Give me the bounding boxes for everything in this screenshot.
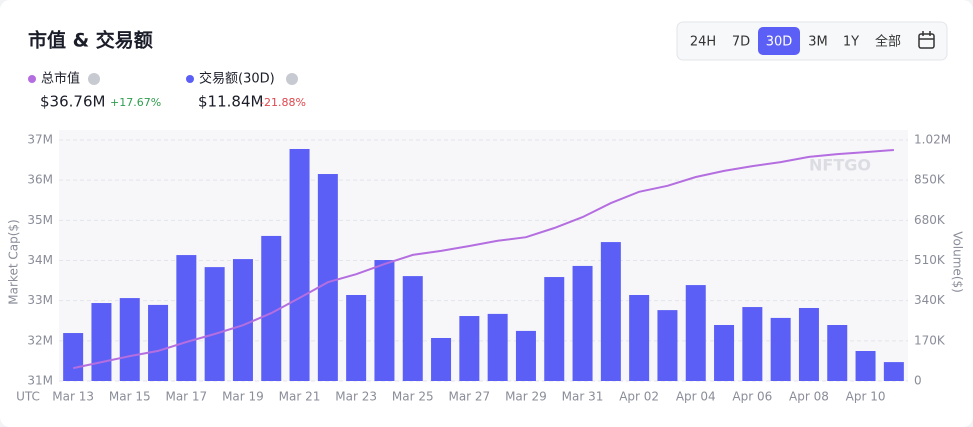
bar [91, 303, 112, 381]
y-tick-label: 32M [27, 333, 53, 347]
bar [261, 235, 282, 381]
bar [176, 255, 197, 381]
bar [827, 325, 848, 381]
bar [515, 330, 536, 381]
x-tick-label: Apr 02 [619, 390, 659, 404]
y2-tick-label: 0 [914, 374, 922, 388]
bar [402, 276, 423, 381]
range-button[interactable]: 30D [766, 35, 793, 50]
y-tick-label: 31M [27, 374, 53, 388]
stat-change: +17.67% [110, 96, 161, 109]
bar [487, 313, 508, 381]
plot-background [59, 130, 908, 381]
y-tick-label: 35M [27, 213, 53, 227]
y2-tick-label: 170K [914, 333, 946, 347]
bar [431, 337, 452, 381]
bar [572, 265, 593, 381]
chart-title: 市值 & 交易额 [28, 29, 153, 52]
bar [459, 316, 480, 381]
y2-tick-label: 850K [914, 173, 946, 187]
info-icon [88, 73, 100, 85]
range-button[interactable]: 1Y [843, 35, 859, 50]
range-active-bg [758, 27, 800, 55]
bar [346, 294, 367, 381]
x-tick-label: Mar 23 [335, 390, 377, 404]
bar [742, 307, 763, 381]
bar [770, 317, 791, 381]
range-button[interactable]: 7D [732, 35, 750, 50]
legend-entry: 总市值 [41, 71, 80, 87]
bar [544, 277, 565, 381]
y2-tick-label: 680K [914, 213, 946, 227]
bar [855, 350, 876, 381]
x-tick-label: Mar 31 [562, 390, 604, 404]
y-tick-label: 36M [27, 173, 53, 187]
range-button[interactable]: 24H [690, 35, 716, 50]
y-tick-label: 34M [27, 253, 53, 267]
x-tick-label: Apr 06 [732, 390, 772, 404]
x-tick-label: Mar 21 [279, 390, 321, 404]
bar [148, 304, 169, 381]
range-selector [676, 21, 948, 61]
bar [119, 298, 140, 381]
x-tick-label: Mar 25 [392, 390, 434, 404]
y-tick-label: 33M [27, 293, 53, 307]
stat-change: -21.88% [260, 96, 306, 109]
bar [629, 294, 650, 381]
y2-tick-label: 1.02M [914, 133, 951, 147]
info-icon [286, 73, 298, 85]
bar [63, 333, 84, 381]
y2-axis-title: Volume($) [951, 231, 965, 293]
legend-entry: 交易额(30D) [199, 71, 275, 87]
x-tick-label: Mar 13 [52, 390, 94, 404]
bar [374, 260, 395, 381]
legend-dot [186, 75, 194, 83]
x-tick-label: Apr 08 [789, 390, 829, 404]
bar [600, 242, 621, 381]
x-tick-label: Mar 19 [222, 390, 264, 404]
range-button[interactable]: 3M [808, 35, 828, 50]
watermark: NFTGO [809, 156, 871, 175]
stat-value: $11.84M [198, 93, 263, 111]
y-tick-label: 37M [27, 133, 53, 147]
stat-value: $36.76M [40, 93, 105, 111]
range-button[interactable]: 全部 [875, 34, 901, 50]
y-axis-title: Market Cap($) [7, 219, 21, 304]
x-tick-label: Apr 10 [846, 390, 886, 404]
x-tick-label: Mar 27 [448, 390, 490, 404]
y2-tick-label: 340K [914, 293, 946, 307]
x-axis-prefix: UTC [16, 390, 40, 404]
x-tick-label: Mar 29 [505, 390, 547, 404]
bar [883, 362, 904, 381]
bar [685, 285, 706, 381]
bar [657, 310, 678, 381]
legend-dot [28, 75, 36, 83]
bar [317, 174, 338, 381]
x-tick-label: Mar 15 [109, 390, 151, 404]
calendar-icon[interactable] [918, 31, 935, 49]
bar [232, 259, 253, 381]
bar [798, 307, 819, 381]
bar [289, 148, 310, 381]
bar [204, 267, 225, 381]
line [72, 149, 894, 370]
x-tick-label: Apr 04 [676, 390, 716, 404]
bar [714, 325, 735, 381]
x-tick-label: Mar 17 [165, 390, 207, 404]
y2-tick-label: 510K [914, 253, 946, 267]
